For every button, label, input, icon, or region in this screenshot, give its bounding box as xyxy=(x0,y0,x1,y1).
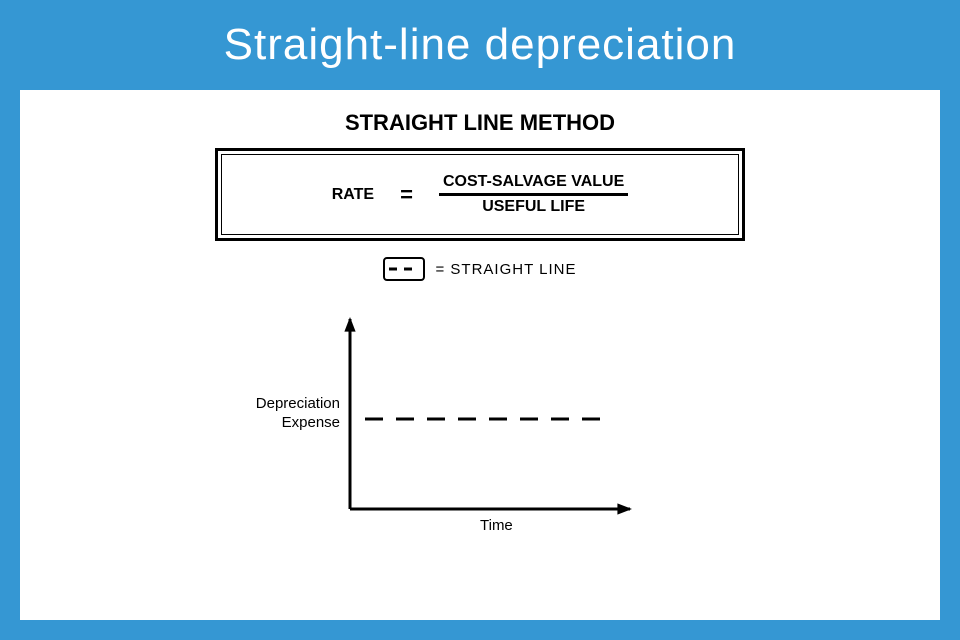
formula-fraction: COST-SALVAGE VALUE USEFUL LIFE xyxy=(439,173,628,216)
legend-dash-icon xyxy=(387,264,421,274)
y-axis-label: Depreciation Expense xyxy=(256,395,340,433)
method-title: STRAIGHT LINE METHOD xyxy=(345,110,615,136)
formula-denominator: USEFUL LIFE xyxy=(478,196,589,216)
formula-numerator: COST-SALVAGE VALUE xyxy=(439,173,628,193)
content-frame: STRAIGHT LINE METHOD RATE = COST-SALVAGE… xyxy=(0,90,960,640)
chart-svg xyxy=(310,309,650,539)
title-banner: Straight-line depreciation xyxy=(0,0,960,90)
legend-label: = STRAIGHT LINE xyxy=(435,261,576,278)
chart: Depreciation Expense Time xyxy=(310,309,650,539)
slide-root: Straight-line depreciation STRAIGHT LINE… xyxy=(0,0,960,640)
content-panel: STRAIGHT LINE METHOD RATE = COST-SALVAGE… xyxy=(20,90,940,620)
y-axis-label-line2: Expense xyxy=(282,414,340,431)
formula-box: RATE = COST-SALVAGE VALUE USEFUL LIFE xyxy=(215,148,745,241)
x-axis-label: Time xyxy=(480,517,513,534)
formula-inner: RATE = COST-SALVAGE VALUE USEFUL LIFE xyxy=(221,154,739,235)
legend-swatch xyxy=(383,257,425,281)
formula-lhs: RATE xyxy=(332,186,374,204)
formula-equals: = xyxy=(400,182,413,208)
legend-row: = STRAIGHT LINE xyxy=(383,257,576,281)
y-axis-label-line1: Depreciation xyxy=(256,395,340,412)
banner-title: Straight-line depreciation xyxy=(224,20,737,69)
